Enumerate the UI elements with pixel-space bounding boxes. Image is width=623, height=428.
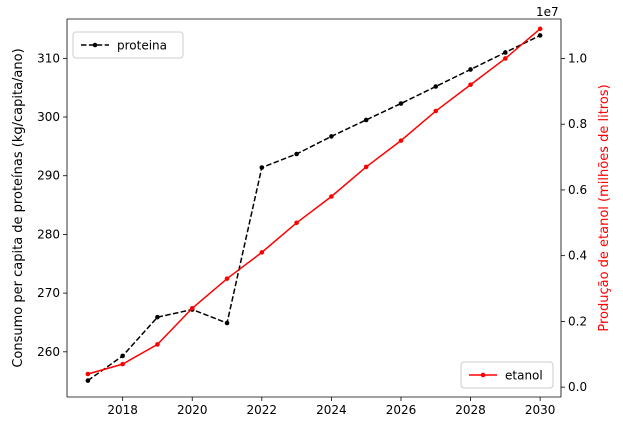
legend-etanol: etanol (460, 361, 554, 389)
data-point-etanol (294, 220, 299, 226)
data-point-proteina (363, 117, 369, 123)
data-point-etanol (155, 342, 160, 347)
right-y-axis-label: Produção de etanol (milhões de litros) (597, 84, 612, 331)
right-tick-label: 0.4 (568, 249, 587, 263)
left-tick-label: 280 (37, 227, 60, 241)
x-tick-label: 2030 (525, 403, 556, 417)
left-y-axis: 260 270 280 290 300 310 (37, 51, 67, 359)
data-point-etanol (433, 108, 439, 114)
series-line-etanol (87, 28, 541, 375)
right-tick-label: 1.0 (568, 51, 587, 65)
legend-label: proteina (117, 39, 167, 53)
data-point-proteina (85, 378, 91, 383)
data-point-proteina (120, 353, 125, 359)
left-tick-label: 310 (37, 51, 60, 65)
data-point-etanol (259, 250, 265, 255)
data-point-etanol (468, 82, 473, 88)
x-axis: 2018 2020 2022 2024 2026 2028 2030 (107, 397, 555, 417)
data-point-etanol (363, 164, 369, 170)
data-point-proteina (503, 50, 508, 55)
data-point-etanol (120, 361, 125, 367)
data-point-etanol (537, 26, 543, 32)
left-y-axis-label: Consumo per capita de proteínas (kg/capi… (11, 48, 26, 367)
right-tick-label: 0.8 (568, 117, 587, 131)
data-point-etanol (85, 371, 91, 377)
legend-swatch-marker (92, 42, 98, 48)
data-point-proteina (224, 320, 230, 326)
data-point-proteina (398, 101, 404, 106)
x-tick-label: 2024 (316, 403, 347, 417)
series-line-proteina (87, 34, 541, 382)
legend-box (72, 31, 184, 59)
right-tick-label: 0.0 (568, 380, 587, 394)
plot-area (66, 18, 562, 398)
data-point-proteina (155, 314, 160, 320)
data-point-proteina (259, 165, 265, 170)
right-y-axis: 0.0 0.2 0.4 0.6 0.8 1.0 (561, 51, 587, 394)
x-tick-label: 2018 (107, 403, 138, 417)
left-tick-label: 300 (37, 110, 60, 124)
data-point-etanol (503, 56, 508, 61)
data-point-proteina (433, 84, 439, 89)
data-point-etanol (329, 194, 334, 199)
data-point-proteina (468, 67, 473, 72)
legend-box (460, 361, 554, 389)
left-tick-label: 270 (37, 286, 60, 300)
data-point-etanol (189, 305, 195, 311)
x-tick-label: 2022 (247, 403, 278, 417)
data-point-etanol (224, 276, 230, 281)
right-axis-offset-label: 1e7 (536, 5, 559, 19)
right-tick-label: 0.6 (568, 183, 587, 197)
left-tick-label: 260 (37, 345, 60, 359)
data-point-etanol (398, 138, 404, 143)
data-point-proteina (537, 33, 543, 38)
data-point-proteina (294, 151, 299, 157)
legend-proteina: proteina (72, 31, 184, 59)
x-tick-label: 2020 (177, 403, 208, 417)
legends: proteina etanol (72, 31, 554, 389)
data-point-proteina (329, 134, 334, 139)
x-tick-label: 2026 (386, 403, 417, 417)
legend-label: etanol (505, 369, 543, 383)
legend-swatch-marker (480, 372, 486, 378)
left-tick-label: 290 (37, 169, 60, 183)
right-tick-label: 0.2 (568, 314, 587, 328)
x-tick-label: 2028 (455, 403, 486, 417)
